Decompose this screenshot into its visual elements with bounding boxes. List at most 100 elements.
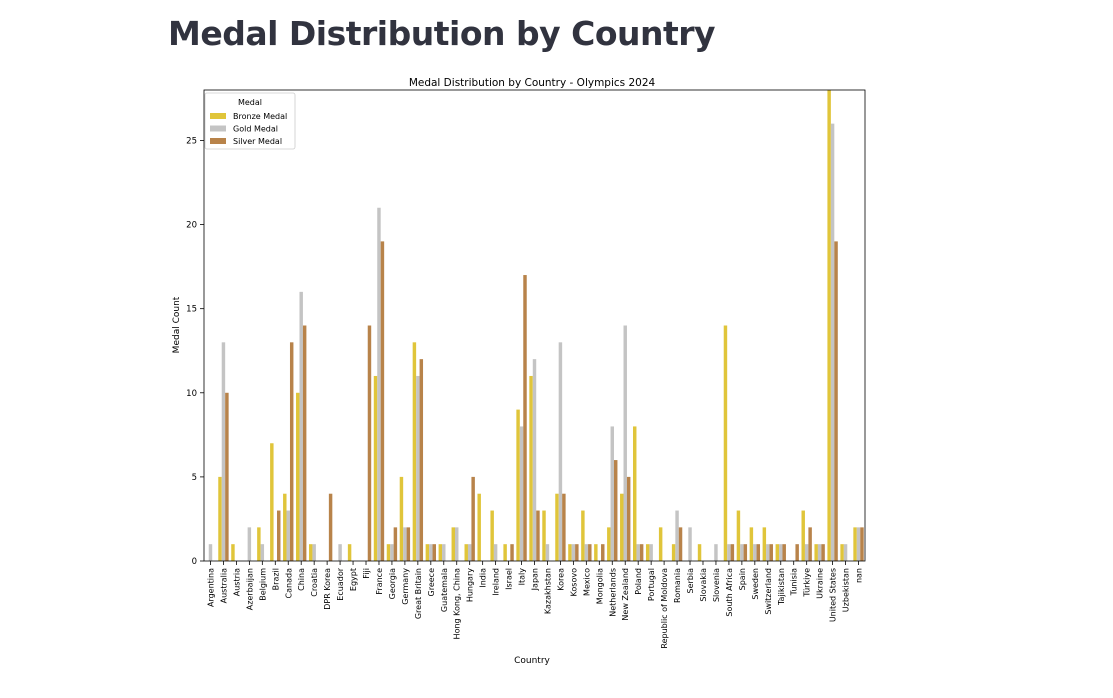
x-tick-label-mexico: Mexico <box>582 568 591 596</box>
bar-bronze-medal-tajikistan <box>775 544 780 561</box>
x-tick-label-belgium: Belgium <box>258 568 267 601</box>
bar-gold-medal-spain <box>740 544 744 561</box>
bars-group <box>208 90 864 561</box>
bar-bronze-medal-belgium <box>257 527 261 561</box>
x-tick-label-nan: nan <box>855 568 864 583</box>
bar-gold-medal-belgium <box>260 544 265 561</box>
bar-gold-medal-japan <box>532 359 537 561</box>
y-tick-label: 25 <box>186 136 197 146</box>
bar-bronze-medal-italy <box>516 409 520 561</box>
bar-gold-medal-ecuador <box>338 544 342 561</box>
bar-silver-medal-canada <box>289 342 294 561</box>
bar-bronze-medal-nan <box>853 527 857 561</box>
legend-swatch-silver-medal <box>210 138 226 144</box>
x-tick-label-ecuador: Ecuador <box>336 567 345 600</box>
legend-swatch-gold-medal <box>210 125 226 132</box>
x-tick-label-france: France <box>375 568 384 595</box>
bar-gold-medal-portugal <box>649 544 653 561</box>
bar-gold-medal-poland <box>636 544 640 561</box>
x-tick-label-israel: Israel <box>505 568 514 590</box>
bar-bronze-medal-netherlands <box>607 527 611 561</box>
chart-title: Medal Distribution by Country - Olympics… <box>409 77 656 89</box>
bar-bronze-medal-ukraine <box>814 544 818 561</box>
x-tick-label-austria: Austria <box>232 568 241 596</box>
y-tick-label: 5 <box>192 473 197 483</box>
bar-gold-medal-germany <box>403 527 407 561</box>
bar-silver-medal-dpr-korea <box>328 493 333 561</box>
bar-silver-medal-italy <box>523 275 527 561</box>
x-tick-label-tunisia: Tunisia <box>790 568 799 596</box>
y-tick-label: 10 <box>186 389 197 399</box>
bar-silver-medal-t-rkiye <box>808 527 812 561</box>
x-tick-label-hong-kong-china: Hong Kong, China <box>453 568 462 640</box>
bar-bronze-medal-poland <box>633 426 637 561</box>
bar-gold-medal-ukraine <box>817 544 822 561</box>
bar-bronze-medal-hungary <box>464 544 468 561</box>
bar-gold-medal-china <box>299 291 303 561</box>
bar-gold-medal-canada <box>286 510 290 561</box>
x-tick-label-switzerland: Switzerland <box>764 568 773 615</box>
x-tick-label-slovenia: Slovenia <box>712 568 721 602</box>
bar-bronze-medal-south-africa <box>723 325 728 561</box>
bar-gold-medal-south-africa <box>727 544 731 561</box>
y-axis-label: Medal Count <box>172 296 182 353</box>
bar-gold-medal-slovenia <box>714 544 718 561</box>
bar-gold-medal-united-states <box>830 123 835 561</box>
legend-swatch-bronze-medal <box>210 113 226 119</box>
bar-silver-medal-switzerland <box>769 544 773 561</box>
y-tick-label: 0 <box>192 557 197 567</box>
x-tick-label-ireland: Ireland <box>492 568 501 596</box>
bar-silver-medal-china <box>302 325 307 561</box>
bar-bronze-medal-sweden <box>749 527 754 561</box>
bar-silver-medal-japan <box>536 510 540 561</box>
bar-gold-medal-serbia <box>688 527 692 561</box>
x-tick-label-croatia: Croatia <box>310 568 319 597</box>
bar-gold-medal-new-zealand <box>623 325 627 561</box>
x-tick-label-uzbekistan: Uzbekistan <box>842 568 851 612</box>
bar-silver-medal-mongolia <box>601 544 605 561</box>
x-tick-label-india: India <box>479 568 488 588</box>
bar-gold-medal-hungary <box>467 544 472 561</box>
x-tick-label-china: China <box>297 568 306 591</box>
bar-gold-medal-sweden <box>753 544 757 561</box>
x-tick-label-azerbaijan: Azerbaijan <box>245 568 254 610</box>
bar-gold-medal-hong-kong-china <box>455 527 459 561</box>
bar-bronze-medal-australia <box>218 476 222 561</box>
bar-gold-medal-korea <box>558 342 563 561</box>
x-tick-label-korea: Korea <box>556 568 565 591</box>
y-tick-label: 20 <box>186 221 197 231</box>
bar-bronze-medal-spain <box>736 510 741 561</box>
bar-silver-medal-tajikistan <box>782 544 786 561</box>
bar-silver-medal-tunisia <box>795 544 799 561</box>
bar-bronze-medal-hong-kong-china <box>451 527 456 561</box>
x-tick-label-kazakhstan: Kazakhstan <box>543 568 552 614</box>
x-tick-label-egypt: Egypt <box>349 568 358 591</box>
bar-silver-medal-mexico <box>588 544 592 561</box>
bar-gold-medal-nan <box>856 527 861 561</box>
y-tick-label: 15 <box>186 305 197 315</box>
legend-box <box>204 92 296 150</box>
bar-bronze-medal-brazil <box>270 443 274 561</box>
bar-gold-medal-tajikistan <box>779 544 783 561</box>
bar-silver-medal-romania <box>678 527 683 561</box>
bar-gold-medal-croatia <box>312 544 316 561</box>
bar-silver-medal-fiji <box>367 325 372 561</box>
bar-silver-medal-greece <box>432 544 436 561</box>
bar-silver-medal-hungary <box>471 476 475 561</box>
bar-silver-medal-spain <box>743 544 748 561</box>
bar-silver-medal-nan <box>860 527 864 561</box>
x-tick-label-netherlands: Netherlands <box>608 568 617 617</box>
bar-bronze-medal-uzbekistan <box>840 544 844 561</box>
bar-bronze-medal-switzerland <box>762 527 767 561</box>
legend-label-bronze-medal: Bronze Medal <box>233 112 287 121</box>
bar-silver-medal-ukraine <box>821 544 825 561</box>
x-tick-label-guatemala: Guatemala <box>440 568 449 612</box>
bar-bronze-medal-new-zealand <box>620 493 624 561</box>
bar-silver-medal-kosovo <box>575 544 579 561</box>
x-tick-label-new-zealand: New Zealand <box>621 568 630 621</box>
bar-bronze-medal-mongolia <box>594 544 598 561</box>
x-axis: Argentina Australia Austria Azerbaijan Belgi… <box>206 561 864 649</box>
bar-gold-medal-kazakhstan <box>545 544 550 561</box>
bar-bronze-medal-croatia <box>308 544 313 561</box>
bar-bronze-medal-korea <box>555 493 559 561</box>
